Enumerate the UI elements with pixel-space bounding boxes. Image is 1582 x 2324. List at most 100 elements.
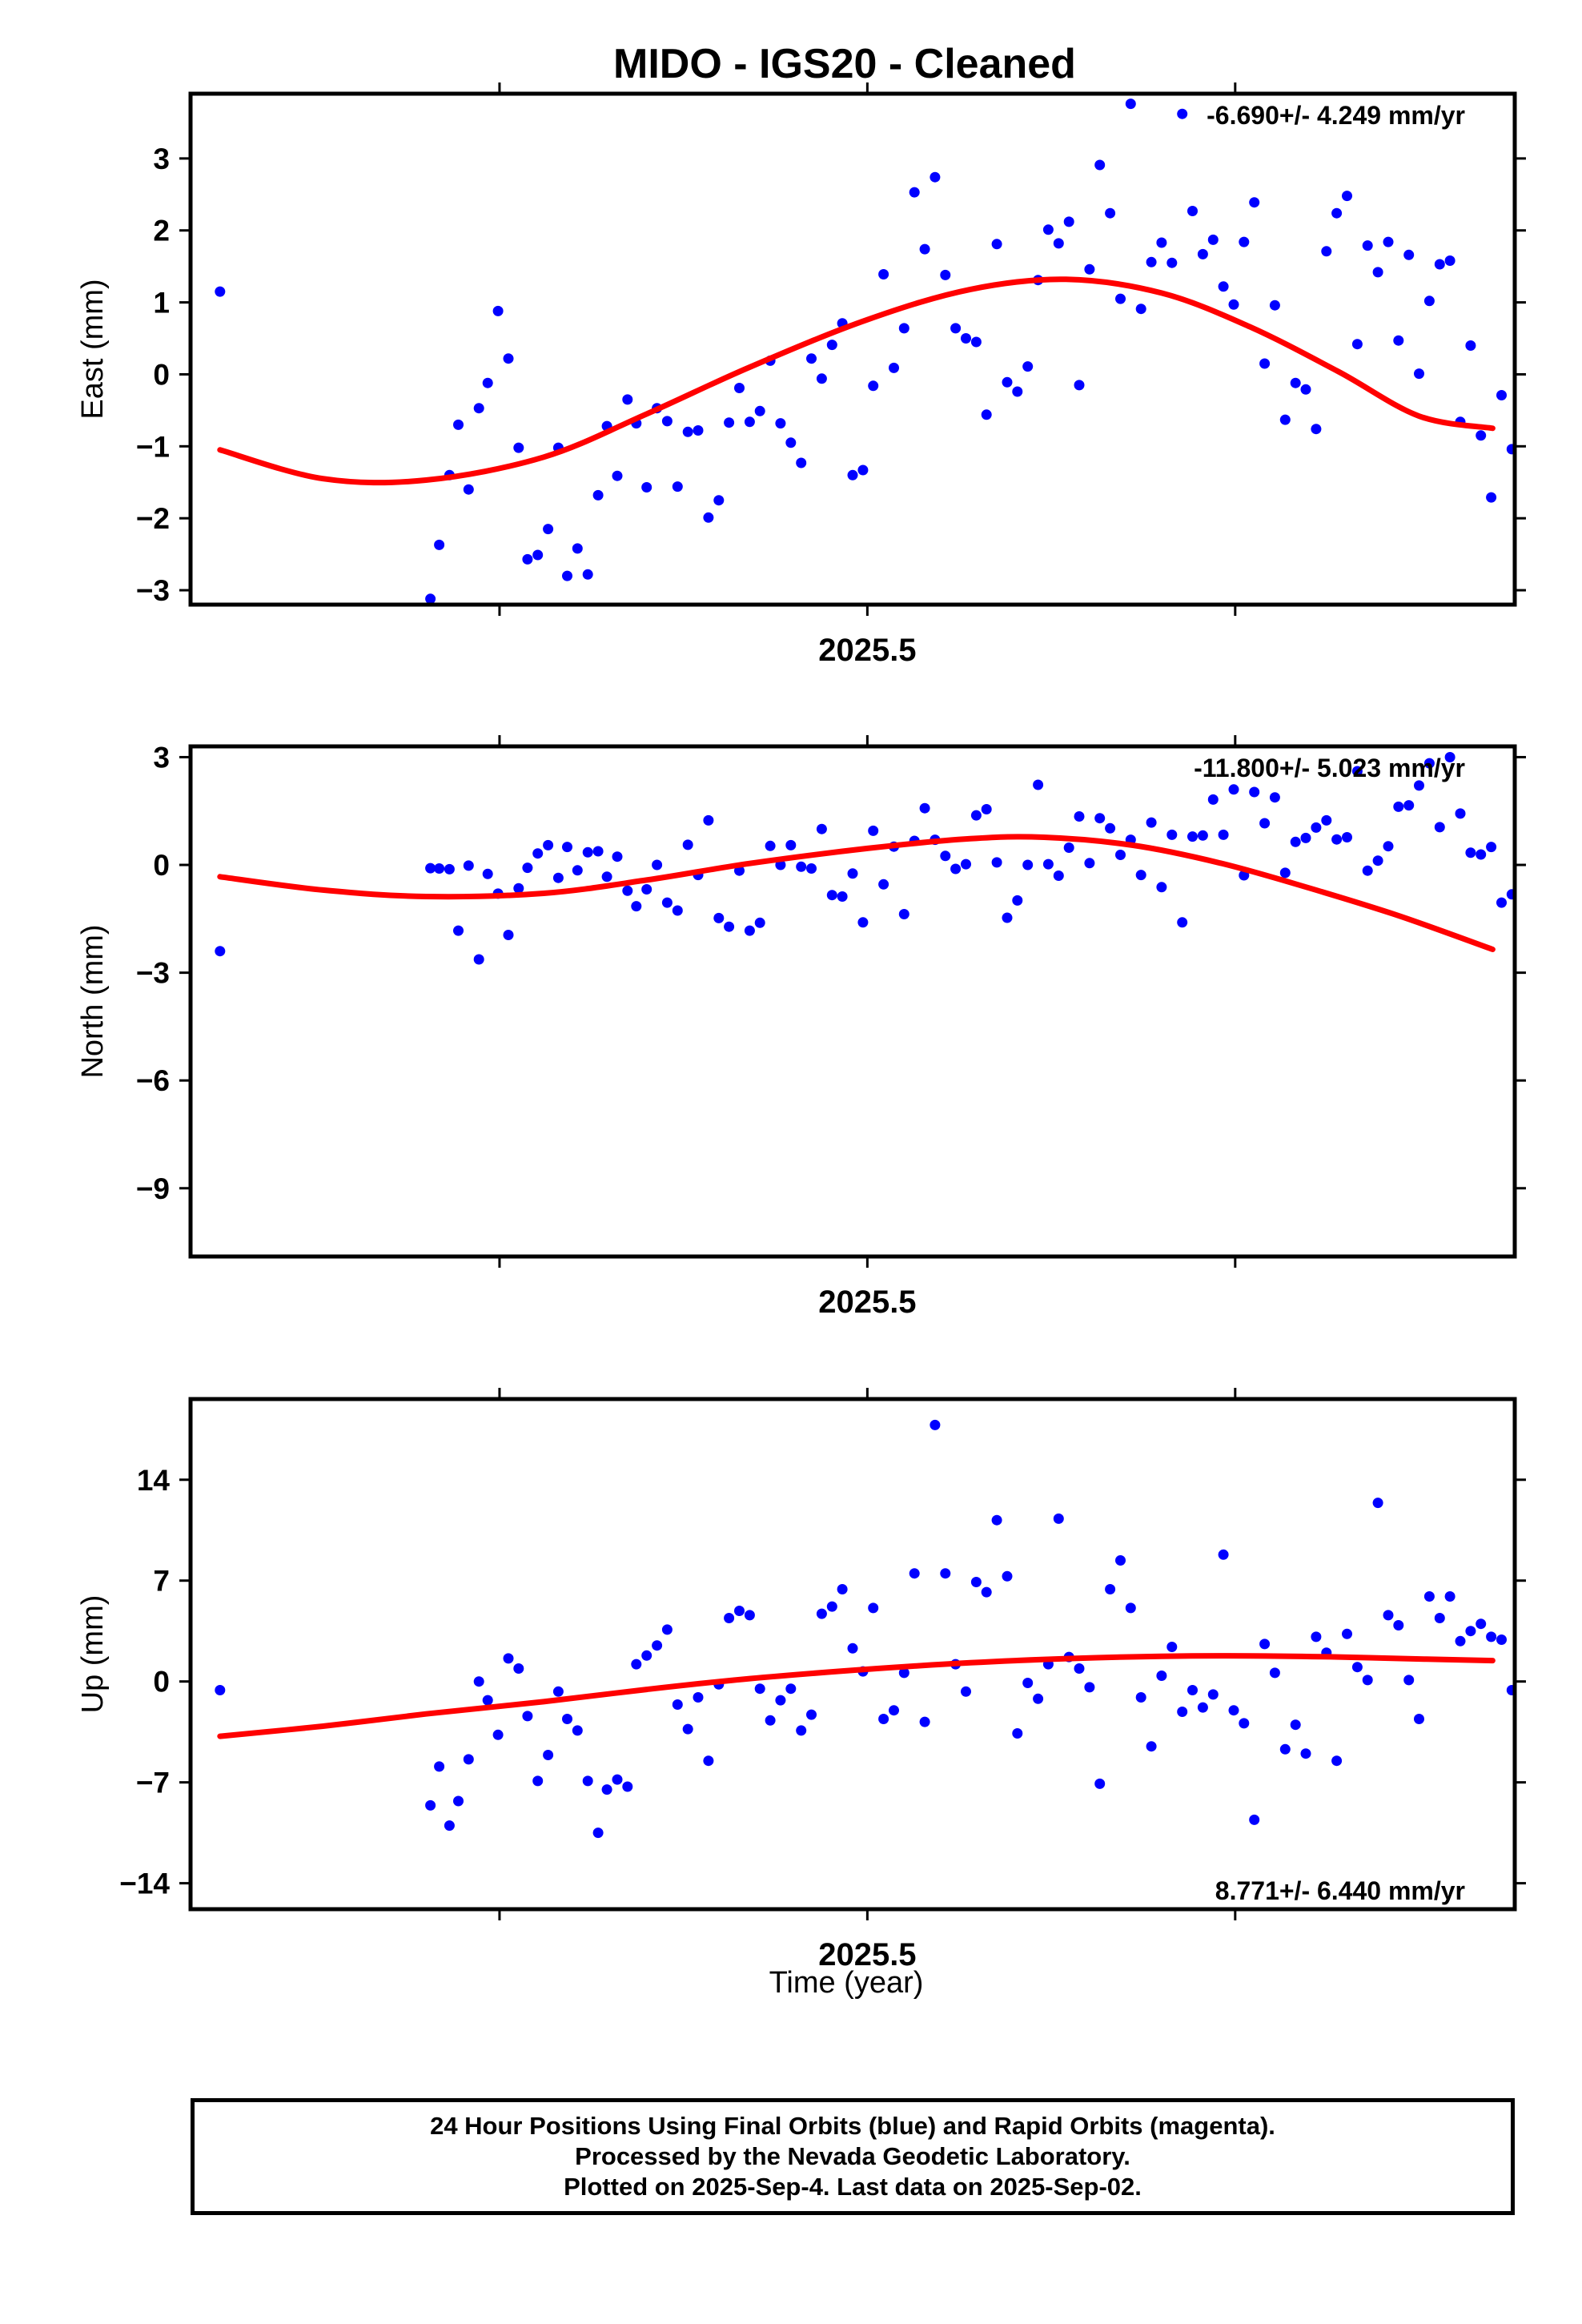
- final-orbit-point: [682, 426, 693, 437]
- final-orbit-point: [1177, 917, 1188, 928]
- y-tick-label: −3: [136, 957, 170, 990]
- final-orbit-point: [601, 1784, 612, 1795]
- final-orbit-point: [1207, 794, 1219, 805]
- final-orbit-point: [1002, 912, 1013, 923]
- footer-line-1: 24 Hour Positions Using Final Orbits (bl…: [430, 2112, 1275, 2140]
- final-orbit-point: [1022, 859, 1034, 870]
- y-tick-label: 2: [153, 215, 170, 247]
- final-orbit-point: [1135, 1692, 1146, 1703]
- final-orbit-point: [1084, 858, 1095, 869]
- final-orbit-point: [1496, 390, 1507, 400]
- final-orbit-point: [806, 1709, 817, 1720]
- y-tick-label: 0: [153, 849, 170, 882]
- final-orbit-point: [724, 417, 735, 428]
- final-orbit-point: [682, 1723, 693, 1735]
- final-orbit-point: [612, 470, 623, 481]
- final-orbit-point: [775, 1695, 786, 1706]
- final-orbit-point: [837, 891, 848, 902]
- final-orbit-point: [1393, 801, 1404, 812]
- final-orbit-point: [868, 825, 879, 836]
- final-orbit-point: [1476, 430, 1487, 441]
- final-orbit-point: [785, 839, 797, 850]
- final-orbit-point: [572, 1725, 583, 1736]
- final-orbit-point: [1197, 248, 1208, 259]
- final-orbit-point: [661, 897, 673, 908]
- final-orbit-point: [1290, 377, 1301, 388]
- final-orbit-point: [622, 885, 633, 896]
- final-orbit-point: [482, 377, 493, 388]
- trend-fit-line: [217, 834, 1496, 952]
- final-orbit-point: [1506, 889, 1515, 900]
- final-orbit-point: [909, 1568, 920, 1579]
- final-orbit-point: [1033, 1693, 1044, 1704]
- x-tick-label: 2025.5: [818, 633, 916, 668]
- final-orbit-point: [785, 1683, 797, 1695]
- final-orbit-point: [1434, 822, 1445, 833]
- rapid-orbit-point: [1554, 433, 1564, 444]
- final-orbit-point: [1362, 240, 1373, 251]
- final-orbit-point: [1053, 238, 1064, 249]
- final-orbit-point: [1403, 800, 1415, 811]
- final-orbit-point: [453, 1795, 464, 1807]
- final-orbit-point: [425, 862, 436, 874]
- final-orbit-point: [898, 1667, 909, 1679]
- final-orbit-point: [641, 482, 652, 493]
- chart-title: MIDO - IGS20 - Cleaned: [613, 41, 1076, 87]
- final-orbit-point: [1177, 108, 1188, 119]
- final-orbit-point: [1125, 99, 1136, 110]
- final-orbit-point: [1207, 1689, 1219, 1700]
- final-orbit-point: [434, 1761, 445, 1772]
- rapid-orbit-point: [1563, 1240, 1573, 1251]
- final-orbit-point: [1290, 836, 1301, 847]
- final-orbit-point: [582, 846, 593, 858]
- final-orbit-point: [1362, 1675, 1373, 1686]
- final-orbit-point: [652, 859, 663, 870]
- final-orbit-point: [878, 1714, 889, 1724]
- rapid-orbit-point: [1536, 1667, 1547, 1678]
- final-orbit-point: [453, 925, 464, 936]
- footer-legend-box: 24 Hour Positions Using Final Orbits (bl…: [191, 2098, 1515, 2215]
- final-orbit-point: [1146, 1741, 1157, 1752]
- final-orbit-point: [622, 1781, 633, 1792]
- final-orbit-point: [930, 171, 941, 183]
- final-orbit-point: [425, 1799, 436, 1811]
- final-orbit-point: [806, 353, 817, 364]
- final-orbit-point: [215, 946, 226, 957]
- final-orbit-point: [1084, 1682, 1095, 1693]
- final-orbit-point: [215, 286, 226, 297]
- final-orbit-point: [612, 851, 623, 862]
- final-orbit-point: [961, 1686, 971, 1697]
- final-orbit-point: [1197, 1702, 1208, 1713]
- y-tick-label: −3: [136, 574, 170, 607]
- final-orbit-point: [215, 1685, 226, 1695]
- final-orbit-point: [1311, 424, 1322, 435]
- final-orbit-point: [1063, 216, 1074, 227]
- final-orbit-point: [1403, 1675, 1415, 1686]
- final-orbit-point: [1434, 259, 1445, 270]
- final-orbit-point: [1393, 335, 1404, 346]
- y-tick-label: −9: [136, 1172, 170, 1205]
- y-tick-label: −2: [136, 502, 170, 535]
- final-orbit-point: [1156, 237, 1167, 248]
- panel-frame: [188, 91, 1517, 607]
- final-orbit-point: [981, 1586, 992, 1598]
- final-orbit-point: [1002, 376, 1013, 388]
- final-orbit-point: [1300, 384, 1311, 395]
- panel-data-area: [215, 752, 1573, 1251]
- final-orbit-point: [1135, 304, 1146, 315]
- final-orbit-point: [513, 442, 524, 453]
- y-tick-label: 1: [153, 287, 170, 320]
- final-orbit-point: [1506, 444, 1515, 455]
- final-orbit-point: [661, 1624, 673, 1635]
- final-orbit-point: [1166, 257, 1178, 268]
- final-orbit-point: [713, 495, 725, 506]
- rapid-orbit-point: [1572, 1705, 1582, 1715]
- final-orbit-point: [1269, 792, 1280, 803]
- y-tick-label: −6: [136, 1064, 170, 1097]
- final-orbit-point: [434, 539, 445, 550]
- rapid-orbit-point: [1554, 1775, 1564, 1785]
- final-orbit-point: [847, 868, 858, 879]
- final-orbit-point: [1269, 300, 1280, 311]
- final-orbit-point: [1228, 1705, 1239, 1716]
- final-orbit-point: [1486, 842, 1497, 853]
